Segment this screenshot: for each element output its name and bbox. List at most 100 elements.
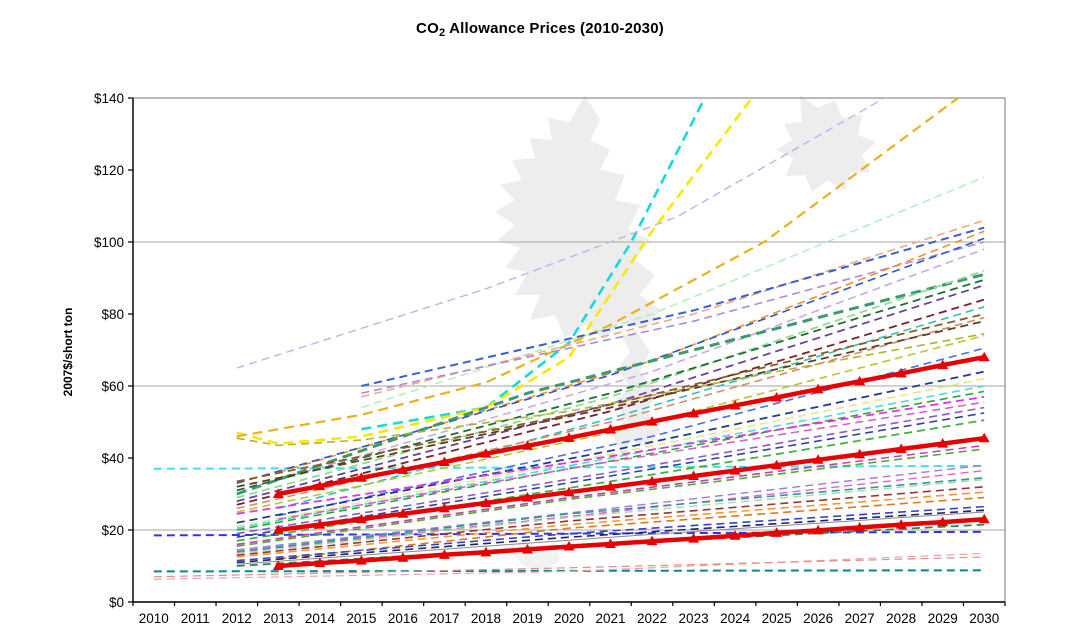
x-tick-label: 2022 bbox=[637, 611, 667, 626]
triangle-marker bbox=[355, 555, 367, 565]
triangle-marker bbox=[397, 464, 409, 474]
y-tick-label: $140 bbox=[94, 91, 124, 106]
triangle-marker bbox=[272, 524, 284, 534]
triangle-marker bbox=[438, 549, 450, 559]
series-line bbox=[236, 316, 985, 510]
triangle-marker bbox=[812, 383, 824, 394]
triangle-marker bbox=[729, 465, 741, 475]
triangle-marker bbox=[521, 543, 533, 554]
triangle-marker bbox=[480, 497, 492, 507]
x-tick-label: 2029 bbox=[928, 611, 958, 626]
series-line bbox=[153, 569, 985, 573]
y-tick-label: $20 bbox=[101, 523, 124, 538]
title-rest: Allowance Prices (2010-2030) bbox=[445, 20, 664, 37]
triangle-marker bbox=[688, 533, 700, 543]
red-middle-line bbox=[278, 435, 985, 533]
series-line bbox=[236, 377, 985, 528]
series-line bbox=[361, 219, 985, 398]
series-line bbox=[236, 412, 985, 538]
x-tick-label: 2021 bbox=[596, 611, 626, 626]
series-line bbox=[236, 395, 985, 515]
series-line bbox=[236, 444, 985, 546]
triangle-marker bbox=[688, 470, 700, 480]
triangle-marker bbox=[646, 416, 658, 426]
triangle-marker bbox=[563, 541, 575, 551]
y-tick-label: $120 bbox=[94, 163, 124, 178]
triangle-marker bbox=[812, 524, 824, 535]
series-line bbox=[236, 477, 985, 553]
series-line bbox=[278, 496, 985, 560]
red-bottom-line bbox=[278, 516, 985, 569]
triangle-marker bbox=[646, 475, 658, 486]
series-line bbox=[236, 313, 985, 483]
series-line bbox=[236, 320, 985, 488]
series-line bbox=[361, 98, 707, 431]
triangle-marker bbox=[605, 481, 617, 491]
triangle-marker bbox=[771, 459, 783, 470]
x-tick-label: 2025 bbox=[762, 611, 792, 626]
triangle-marker bbox=[978, 432, 990, 443]
series-line bbox=[236, 390, 985, 531]
triangle-marker bbox=[438, 456, 450, 466]
series-line bbox=[361, 226, 985, 387]
triangle-marker bbox=[729, 399, 741, 410]
x-tick-label: 2024 bbox=[720, 611, 751, 626]
triangle-marker bbox=[397, 508, 409, 518]
triangle-marker bbox=[272, 488, 284, 498]
series-line bbox=[153, 464, 985, 470]
chart-title: CO2 Allowance Prices (2010-2030) bbox=[100, 20, 980, 39]
triangle-marker bbox=[854, 375, 866, 386]
x-tick-label: 2020 bbox=[554, 611, 584, 626]
y-tick-label: $100 bbox=[94, 235, 124, 250]
x-tick-label: 2030 bbox=[969, 611, 999, 626]
triangle-marker bbox=[937, 359, 949, 370]
triangle-marker bbox=[480, 546, 492, 557]
series-line bbox=[361, 241, 985, 394]
triangle-marker bbox=[563, 486, 575, 497]
x-tick-label: 2023 bbox=[679, 611, 709, 626]
triangle-marker bbox=[688, 407, 700, 418]
series-line bbox=[278, 248, 985, 481]
triangle-marker bbox=[521, 492, 533, 502]
x-tick-label: 2016 bbox=[388, 611, 418, 626]
series-line bbox=[236, 385, 985, 529]
x-tick-label: 2018 bbox=[471, 611, 501, 626]
x-tick-label: 2017 bbox=[429, 611, 459, 626]
series-line bbox=[278, 401, 985, 520]
y-tick-label: $0 bbox=[109, 595, 124, 610]
series-line bbox=[236, 491, 985, 558]
series-line bbox=[236, 237, 985, 484]
triangle-marker bbox=[771, 527, 783, 537]
x-tick-label: 2027 bbox=[845, 611, 875, 626]
series-line bbox=[236, 486, 985, 556]
triangle-marker bbox=[812, 454, 824, 464]
title-prefix: CO bbox=[416, 20, 439, 37]
triangle-marker bbox=[314, 480, 326, 491]
red-top-line bbox=[277, 354, 985, 497]
triangle-marker bbox=[854, 521, 866, 532]
triangle-marker bbox=[937, 438, 949, 448]
series-line bbox=[236, 370, 985, 524]
series-line bbox=[236, 469, 985, 553]
series-line bbox=[236, 464, 985, 551]
triangle-marker bbox=[854, 448, 866, 459]
triangle-marker bbox=[646, 535, 658, 546]
series-line bbox=[236, 509, 985, 564]
triangle-marker bbox=[605, 424, 617, 434]
triangle-marker bbox=[895, 367, 907, 378]
triangle-marker bbox=[397, 552, 409, 562]
x-tick-label: 2028 bbox=[886, 611, 916, 626]
series-line bbox=[236, 272, 985, 496]
x-tick-label: 2010 bbox=[139, 611, 169, 626]
triangle-marker bbox=[314, 557, 326, 568]
series-line bbox=[236, 98, 960, 438]
series-line bbox=[236, 448, 985, 547]
title-subscript: 2 bbox=[438, 27, 446, 39]
x-tick-label: 2013 bbox=[263, 611, 293, 626]
triangle-marker bbox=[355, 513, 367, 524]
watermark bbox=[495, 95, 876, 572]
x-tick-label: 2019 bbox=[512, 611, 542, 626]
series-line bbox=[236, 505, 985, 562]
